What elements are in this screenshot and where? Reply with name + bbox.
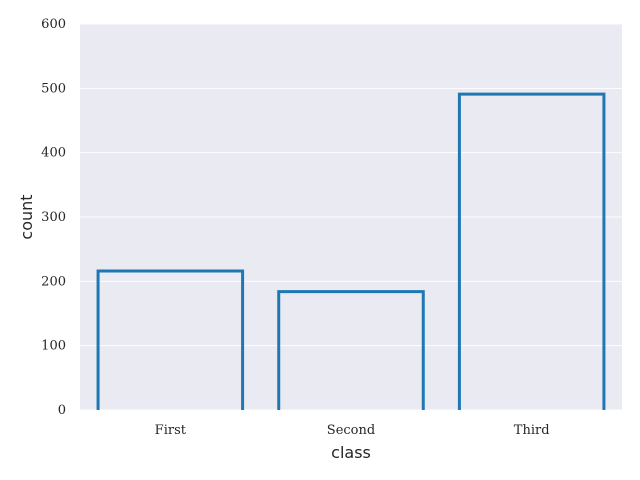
x-tick-label: Third <box>514 423 550 438</box>
x-tick-label: First <box>155 423 187 438</box>
bars <box>96 92 606 410</box>
y-tick-label: 600 <box>41 17 66 32</box>
x-tick-labels: First Second Third <box>155 423 550 438</box>
y-tick-label: 300 <box>41 210 66 225</box>
y-tick-label: 200 <box>41 274 66 289</box>
y-tick-label: 0 <box>58 403 66 418</box>
x-tick-label: Second <box>327 423 375 438</box>
x-axis-title: class <box>331 443 371 462</box>
bar-third <box>457 92 606 410</box>
y-tick-labels: 0 100 200 300 400 500 600 <box>41 17 66 418</box>
bar-second <box>277 290 425 410</box>
y-tick-label: 500 <box>41 81 66 96</box>
bar-first <box>96 269 245 410</box>
y-tick-label: 100 <box>41 339 66 354</box>
gridlines <box>80 23 622 411</box>
y-tick-label: 400 <box>41 146 66 161</box>
y-axis-title: count <box>17 194 36 239</box>
